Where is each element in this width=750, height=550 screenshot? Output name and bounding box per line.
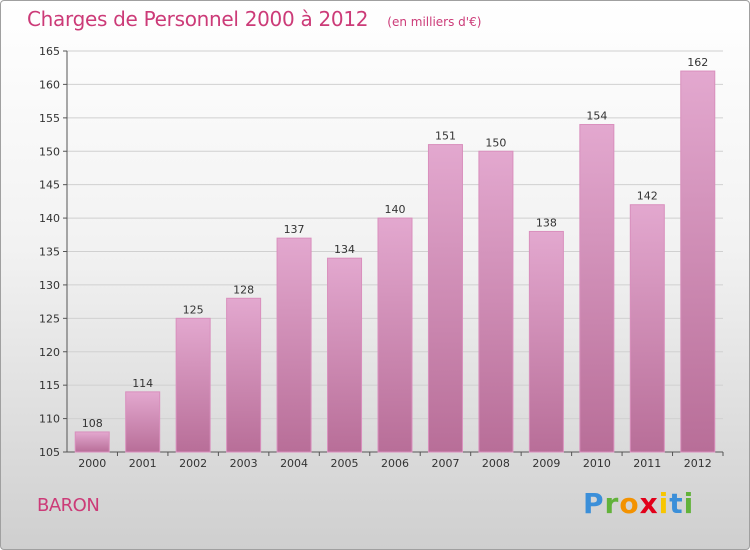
bar-2004 (276, 237, 312, 453)
x-tick-label-2002: 2002 (179, 457, 207, 470)
bar-2000 (74, 431, 110, 453)
y-tick-label: 120 (39, 346, 60, 359)
bar-2012 (680, 70, 716, 453)
bars (74, 70, 716, 453)
value-label-2002: 125 (183, 303, 204, 316)
x-tick-label-2003: 2003 (230, 457, 258, 470)
value-label-2011: 142 (637, 190, 658, 203)
x-tick-label-2004: 2004 (280, 457, 308, 470)
chart-title: Charges de Personnel 2000 à 2012 (27, 7, 369, 31)
x-tick-label-2000: 2000 (78, 457, 106, 470)
bar-2006 (377, 217, 413, 453)
x-tick-label-2005: 2005 (331, 457, 359, 470)
y-tick-label: 155 (39, 112, 60, 125)
y-tick-label: 165 (39, 45, 60, 58)
y-tick-label: 140 (39, 212, 60, 225)
bar-2011 (629, 204, 665, 453)
y-tick-label: 135 (39, 246, 60, 259)
bar-2005 (327, 257, 363, 453)
value-label-2008: 150 (485, 136, 506, 149)
place-name: BARON (37, 495, 100, 516)
chart-subtitle: (en milliers d'€) (387, 15, 482, 29)
y-tick-label: 150 (39, 145, 60, 158)
x-tick-label-2012: 2012 (684, 457, 712, 470)
value-label-2007: 151 (435, 130, 456, 143)
value-label-2009: 138 (536, 216, 557, 229)
y-tick-label: 105 (39, 446, 60, 459)
y-tick-label: 145 (39, 179, 60, 192)
value-label-2010: 154 (586, 110, 607, 123)
y-tick-label: 110 (39, 413, 60, 426)
proxiti-logo: Proxiti (583, 487, 695, 520)
x-tick-label-2007: 2007 (431, 457, 459, 470)
bar-2001 (125, 391, 161, 453)
x-tick-label-2009: 2009 (532, 457, 560, 470)
value-label-2003: 128 (233, 283, 254, 296)
value-label-2005: 134 (334, 243, 355, 256)
value-label-2006: 140 (385, 203, 406, 216)
value-label-2012: 162 (687, 56, 708, 69)
x-tick-label-2001: 2001 (129, 457, 157, 470)
title-row: Charges de Personnel 2000 à 2012 (en mil… (27, 7, 481, 31)
value-label-2000: 108 (82, 417, 103, 430)
y-tick-label: 160 (39, 78, 60, 91)
y-tick-label: 125 (39, 312, 60, 325)
x-tick-label-2008: 2008 (482, 457, 510, 470)
value-label-2004: 137 (284, 223, 305, 236)
bar-2009 (528, 230, 564, 453)
x-tick-label-2011: 2011 (633, 457, 661, 470)
x-tick-label-2010: 2010 (583, 457, 611, 470)
bar-2007 (427, 144, 463, 453)
value-label-2001: 114 (132, 377, 153, 390)
bar-2008 (478, 150, 514, 453)
y-tick-label: 130 (39, 279, 60, 292)
bar-2002 (175, 317, 211, 453)
bar-2003 (226, 297, 262, 453)
labels: 105 110 115 120 125 130 135 140 145 150 155 160 165 1… (39, 45, 712, 470)
bar-2010 (579, 124, 615, 453)
y-tick-label: 115 (39, 379, 60, 392)
x-tick-label-2006: 2006 (381, 457, 409, 470)
